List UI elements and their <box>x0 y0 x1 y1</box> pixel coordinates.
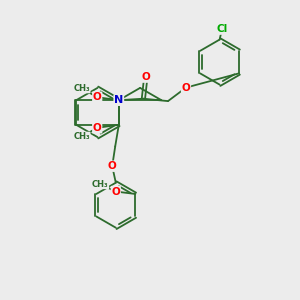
Text: O: O <box>108 161 117 171</box>
Text: Cl: Cl <box>216 24 228 34</box>
Text: CH₃: CH₃ <box>92 179 109 188</box>
Text: O: O <box>93 92 102 102</box>
Text: N: N <box>114 95 123 105</box>
Text: O: O <box>141 72 150 82</box>
Text: CH₃: CH₃ <box>73 132 90 141</box>
Text: O: O <box>93 123 102 133</box>
Text: O: O <box>111 187 120 196</box>
Text: CH₃: CH₃ <box>73 84 90 93</box>
Text: O: O <box>182 82 190 93</box>
